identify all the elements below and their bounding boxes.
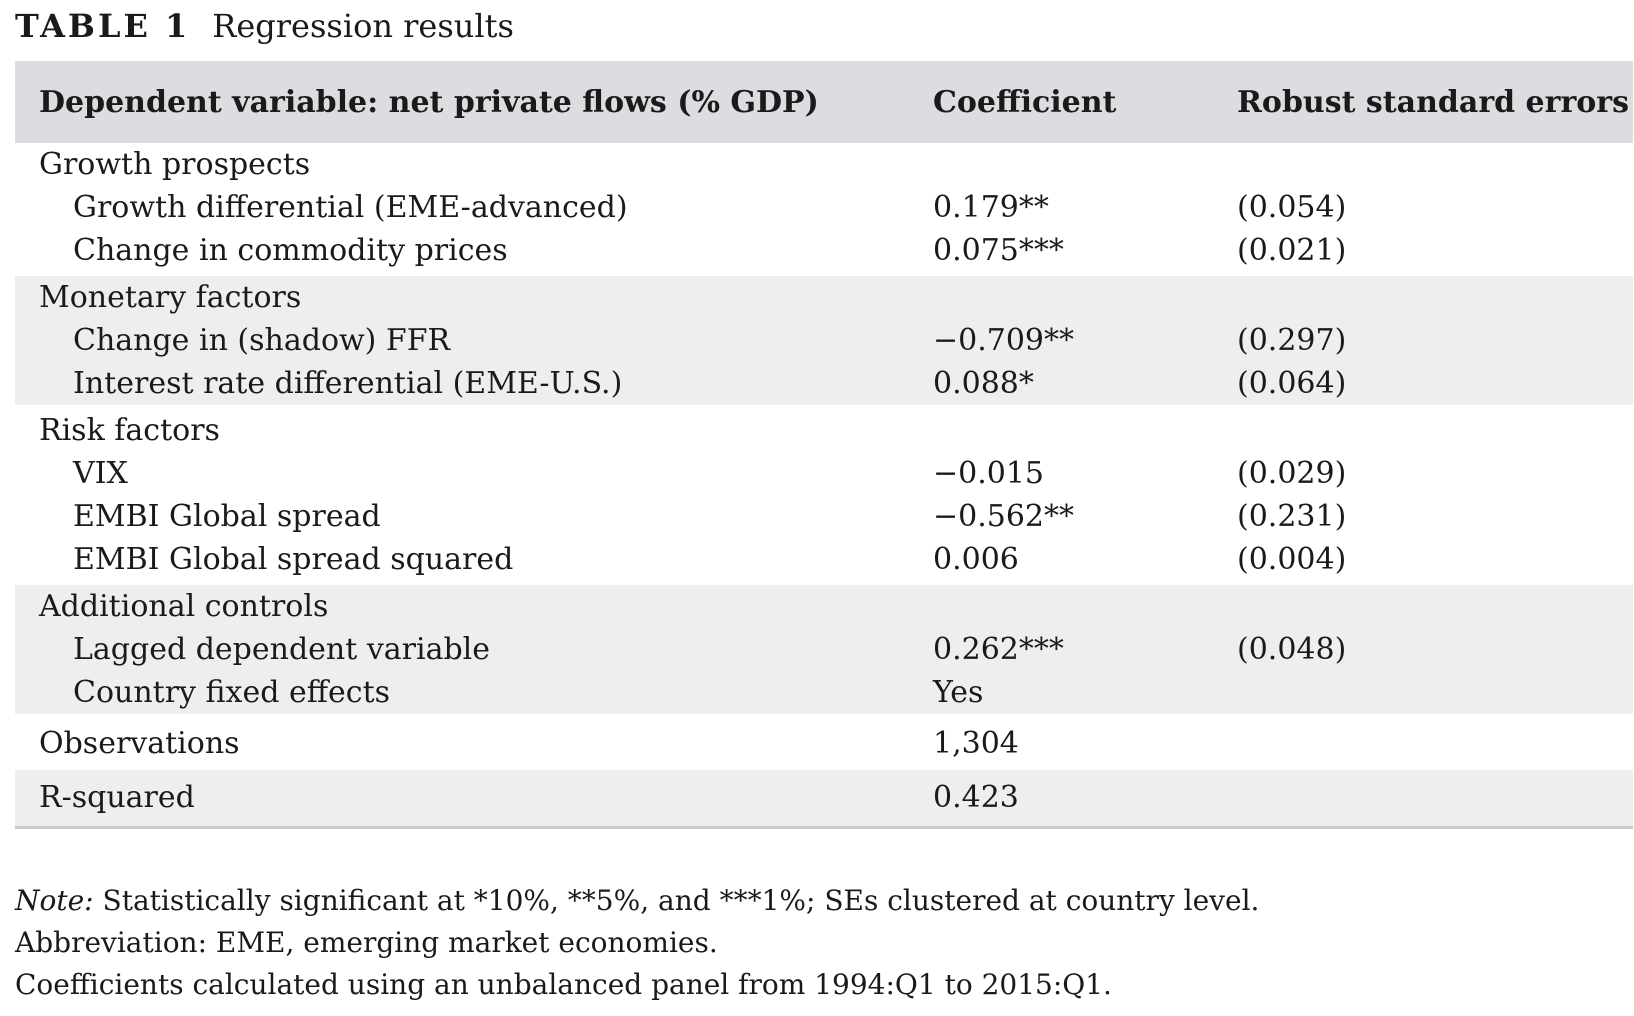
regression-table: Dependent variable: net private flows (%… bbox=[15, 61, 1633, 829]
table-caption: TABLE 1 Regression results bbox=[15, 6, 514, 46]
table-row: Change in commodity prices 0.075*** (0.0… bbox=[15, 229, 1633, 274]
header-robust-se: Robust standard errors bbox=[1237, 61, 1633, 143]
row-label: EMBI Global spread bbox=[73, 499, 381, 534]
group-title-row: Monetary factors bbox=[15, 272, 1633, 319]
rsquared-label: R-squared bbox=[15, 770, 933, 829]
row-label: Growth differential (EME-advanced) bbox=[73, 190, 628, 225]
row-label: Change in (shadow) FFR bbox=[15, 319, 933, 362]
table-row: Lagged dependent variable 0.262*** (0.04… bbox=[15, 628, 1633, 671]
note-label: Note: bbox=[15, 884, 94, 917]
row-coefficient: 0.075*** bbox=[933, 233, 1064, 268]
table-row: EMBI Global spread squared 0.006 (0.004) bbox=[15, 538, 1633, 583]
row-coefficient: −0.562** bbox=[933, 499, 1075, 534]
table-title: Regression results bbox=[212, 7, 514, 45]
row-standard-error: (0.021) bbox=[1237, 233, 1347, 268]
row-standard-error: (0.029) bbox=[1237, 456, 1347, 491]
row-coefficient: Yes bbox=[933, 671, 1237, 716]
row-label: Change in commodity prices bbox=[73, 233, 508, 268]
observations-label: Observations bbox=[15, 714, 933, 770]
row-label: EMBI Global spread squared bbox=[73, 542, 514, 577]
observations-value: 1,304 bbox=[933, 714, 1237, 770]
group-title-row: Growth prospects bbox=[15, 143, 1633, 186]
method-note: Coefficients calculated using an unbalan… bbox=[15, 968, 1112, 1001]
note-text: Statistically significant at *10%, **5%,… bbox=[93, 884, 1260, 917]
observations-row: Observations 1,304 bbox=[15, 714, 1633, 770]
group-title: Risk factors bbox=[15, 405, 933, 452]
row-coefficient: 0.006 bbox=[933, 542, 1019, 577]
header-coefficient: Coefficient bbox=[933, 61, 1237, 143]
row-standard-error: (0.004) bbox=[1237, 542, 1347, 577]
table-row: Change in (shadow) FFR −0.709** (0.297) bbox=[15, 319, 1633, 362]
significance-note: Note: Statistically significant at *10%,… bbox=[15, 880, 1259, 922]
group-title: Monetary factors bbox=[15, 272, 933, 319]
group-title: Additional controls bbox=[15, 581, 933, 628]
row-coefficient: 0.262*** bbox=[933, 628, 1237, 671]
row-standard-error: (0.048) bbox=[1237, 628, 1633, 671]
row-standard-error: (0.054) bbox=[1237, 190, 1347, 225]
row-standard-error bbox=[1237, 671, 1633, 716]
group-title-row: Risk factors bbox=[15, 405, 1633, 452]
row-label: Interest rate differential (EME-U.S.) bbox=[15, 362, 933, 407]
row-standard-error: (0.231) bbox=[1237, 499, 1347, 534]
row-coefficient: −0.709** bbox=[933, 319, 1237, 362]
row-coefficient: 0.179** bbox=[933, 190, 1049, 225]
row-coefficient: −0.015 bbox=[933, 456, 1045, 491]
row-standard-error: (0.297) bbox=[1237, 319, 1633, 362]
header-row: Dependent variable: net private flows (%… bbox=[15, 61, 1633, 143]
table-row: Growth differential (EME-advanced) 0.179… bbox=[15, 186, 1633, 229]
group-title-row: Additional controls bbox=[15, 581, 1633, 628]
row-standard-error: (0.064) bbox=[1237, 362, 1633, 407]
group-title: Growth prospects bbox=[39, 147, 311, 182]
row-label: Country fixed effects bbox=[15, 671, 933, 716]
table-number: TABLE 1 bbox=[15, 7, 191, 45]
table-row: Interest rate differential (EME-U.S.) 0.… bbox=[15, 362, 1633, 407]
row-label: Lagged dependent variable bbox=[15, 628, 933, 671]
abbreviation-note: Abbreviation: EME, emerging market econo… bbox=[15, 926, 718, 959]
table-row: VIX −0.015 (0.029) bbox=[15, 452, 1633, 495]
row-coefficient: 0.088* bbox=[933, 362, 1237, 407]
table-row: Country fixed effects Yes bbox=[15, 671, 1633, 716]
header-dependent-variable: Dependent variable: net private flows (%… bbox=[15, 61, 933, 143]
rsquared-value: 0.423 bbox=[933, 770, 1237, 829]
row-label: VIX bbox=[73, 456, 128, 491]
table-row: EMBI Global spread −0.562** (0.231) bbox=[15, 495, 1633, 538]
table-notes: Note: Statistically significant at *10%,… bbox=[15, 880, 1259, 1006]
rsquared-row: R-squared 0.423 bbox=[15, 770, 1633, 829]
